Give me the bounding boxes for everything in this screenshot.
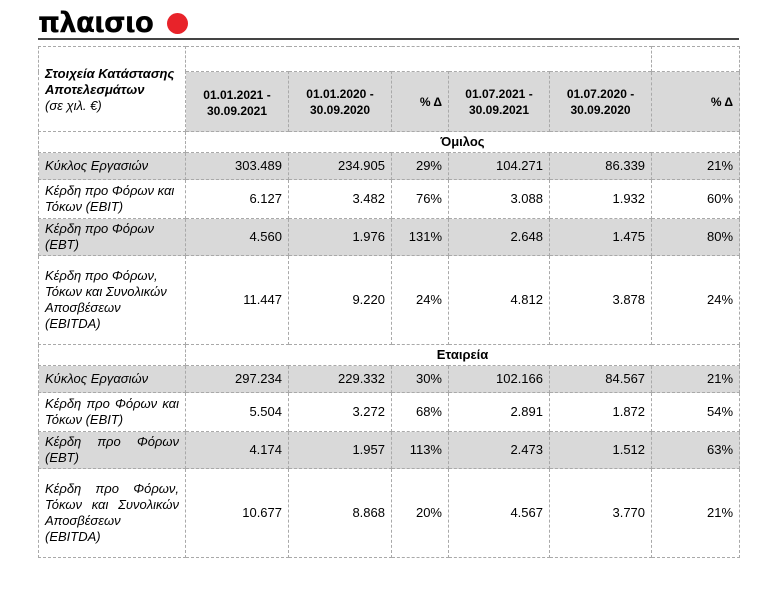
table-cell: 8.868 bbox=[288, 468, 392, 558]
table-cell: 1.872 bbox=[548, 392, 653, 432]
table-cell: 1.512 bbox=[548, 431, 653, 469]
column-header: % Δ bbox=[391, 71, 449, 132]
table-cell: 234.905 bbox=[288, 152, 392, 180]
row-label: Κέρδη προ Φόρων, Τόκων και Συνολικών Απο… bbox=[38, 468, 186, 558]
section-row: Όμιλος bbox=[38, 131, 741, 153]
table-corner-unit: (σε χιλ. €) bbox=[45, 98, 102, 113]
table-cell: 1.475 bbox=[548, 218, 653, 256]
table-cell: 84.567 bbox=[548, 365, 653, 393]
row-label: Κύκλος Εργασιών bbox=[38, 152, 186, 180]
table-cell: 303.489 bbox=[185, 152, 289, 180]
table-cell: 4.560 bbox=[185, 218, 289, 256]
table-row: Κέρδη προ Φόρων, Τόκων και Συνολικών Απο… bbox=[38, 468, 741, 558]
table-cell: 3.878 bbox=[548, 255, 653, 345]
table-row: Κέρδη προ Φόρων (EBT) 4.560 1.976 131% 2… bbox=[38, 218, 741, 256]
table-cell: 3.770 bbox=[548, 468, 653, 558]
row-label: Κέρδη προ Φόρων και Τόκων (EBIT) bbox=[38, 179, 186, 219]
header-spacer bbox=[184, 45, 653, 72]
table-cell: 229.332 bbox=[288, 365, 392, 393]
table-cell: 68% bbox=[391, 392, 449, 432]
table-row: Κέρδη προ Φόρων και Τόκων (EBIT) 6.127 3… bbox=[38, 179, 741, 219]
table-row: Κέρδη προ Φόρων (EBT) 4.174 1.957 113% 2… bbox=[38, 431, 741, 469]
table-cell: 3.088 bbox=[448, 179, 550, 219]
row-label: Κέρδη προ Φόρων και Τόκων (EBIT) bbox=[38, 392, 186, 432]
table-cell: 2.648 bbox=[448, 218, 550, 256]
table-corner-cell: Στοιχεία Κατάστασης Αποτελεσμάτων (σε χι… bbox=[38, 46, 186, 132]
table-cell: 9.220 bbox=[288, 255, 392, 345]
table-cell: 113% bbox=[391, 431, 449, 469]
column-header: 01.01.2021 - 30.09.2021 bbox=[185, 71, 289, 132]
row-label: Κέρδη προ Φόρων, Τόκων και Συνολικών Απο… bbox=[38, 255, 186, 345]
income-statement-table: Στοιχεία Κατάστασης Αποτελεσμάτων (σε χι… bbox=[38, 45, 741, 558]
table-cell: 76% bbox=[391, 179, 449, 219]
row-label: Κέρδη προ Φόρων (EBT) bbox=[38, 431, 186, 469]
table-cell: 3.482 bbox=[288, 179, 392, 219]
row-label: Κέρδη προ Φόρων (EBT) bbox=[38, 218, 186, 256]
section-title-company: Εταιρεία bbox=[184, 344, 741, 366]
table-row: Κέρδη προ Φόρων, Τόκων και Συνολικών Απο… bbox=[38, 255, 741, 345]
column-header: 01.01.2020 - 30.09.2020 bbox=[288, 71, 392, 132]
table-cell: 21% bbox=[651, 365, 741, 393]
table-row: Κύκλος Εργασιών 297.234 229.332 30% 102.… bbox=[38, 365, 741, 393]
column-header: 01.07.2021 - 30.09.2021 bbox=[448, 71, 550, 132]
table-cell: 24% bbox=[391, 255, 449, 345]
table-cell: 5.504 bbox=[185, 392, 289, 432]
table-cell: 1.976 bbox=[288, 218, 392, 256]
column-header-row: 01.01.2021 - 30.09.2021 01.01.2020 - 30.… bbox=[39, 71, 741, 132]
table-cell: 2.891 bbox=[448, 392, 550, 432]
table-cell: 4.174 bbox=[185, 431, 289, 469]
brand-dot-icon bbox=[167, 13, 188, 34]
table-row: Κέρδη προ Φόρων και Τόκων (EBIT) 5.504 3… bbox=[38, 392, 741, 432]
table-cell: 4.812 bbox=[448, 255, 550, 345]
header-spacer bbox=[651, 45, 741, 72]
section-spacer bbox=[38, 344, 186, 366]
row-label: Κύκλος Εργασιών bbox=[38, 365, 186, 393]
table-cell: 29% bbox=[391, 152, 449, 180]
table-row: Κύκλος Εργασιών 303.489 234.905 29% 104.… bbox=[38, 152, 741, 180]
table-cell: 297.234 bbox=[185, 365, 289, 393]
table-cell: 2.473 bbox=[448, 431, 550, 469]
header-divider bbox=[38, 38, 739, 40]
table-cell: 4.567 bbox=[448, 468, 550, 558]
table-cell: 102.166 bbox=[448, 365, 550, 393]
section-title-group: Όμιλος bbox=[184, 131, 741, 153]
table-cell: 1.957 bbox=[288, 431, 392, 469]
section-spacer bbox=[38, 131, 186, 153]
table-cell: 6.127 bbox=[185, 179, 289, 219]
table-cell: 63% bbox=[651, 431, 741, 469]
table-cell: 86.339 bbox=[548, 152, 653, 180]
table-cell: 60% bbox=[651, 179, 741, 219]
table-cell: 21% bbox=[651, 152, 741, 180]
table-cell: 11.447 bbox=[185, 255, 289, 345]
table-cell: 21% bbox=[651, 468, 741, 558]
table-cell: 80% bbox=[651, 218, 741, 256]
table-cell: 24% bbox=[651, 255, 741, 345]
table-cell: 20% bbox=[391, 468, 449, 558]
table-cell: 104.271 bbox=[448, 152, 550, 180]
table-cell: 1.932 bbox=[548, 179, 653, 219]
table-cell: 54% bbox=[651, 392, 741, 432]
table-cell: 10.677 bbox=[185, 468, 289, 558]
section-row: Εταιρεία bbox=[38, 344, 741, 366]
column-header: 01.07.2020 - 30.09.2020 bbox=[548, 71, 653, 132]
header-top-row: Στοιχεία Κατάστασης Αποτελεσμάτων (σε χι… bbox=[38, 45, 741, 132]
brand-logo: πλαισιο bbox=[38, 6, 154, 39]
column-header: % Δ bbox=[651, 71, 741, 132]
table-cell: 3.272 bbox=[288, 392, 392, 432]
table-cell: 30% bbox=[391, 365, 449, 393]
table-corner-title: Στοιχεία Κατάστασης Αποτελεσμάτων bbox=[45, 66, 175, 97]
table-cell: 131% bbox=[391, 218, 449, 256]
